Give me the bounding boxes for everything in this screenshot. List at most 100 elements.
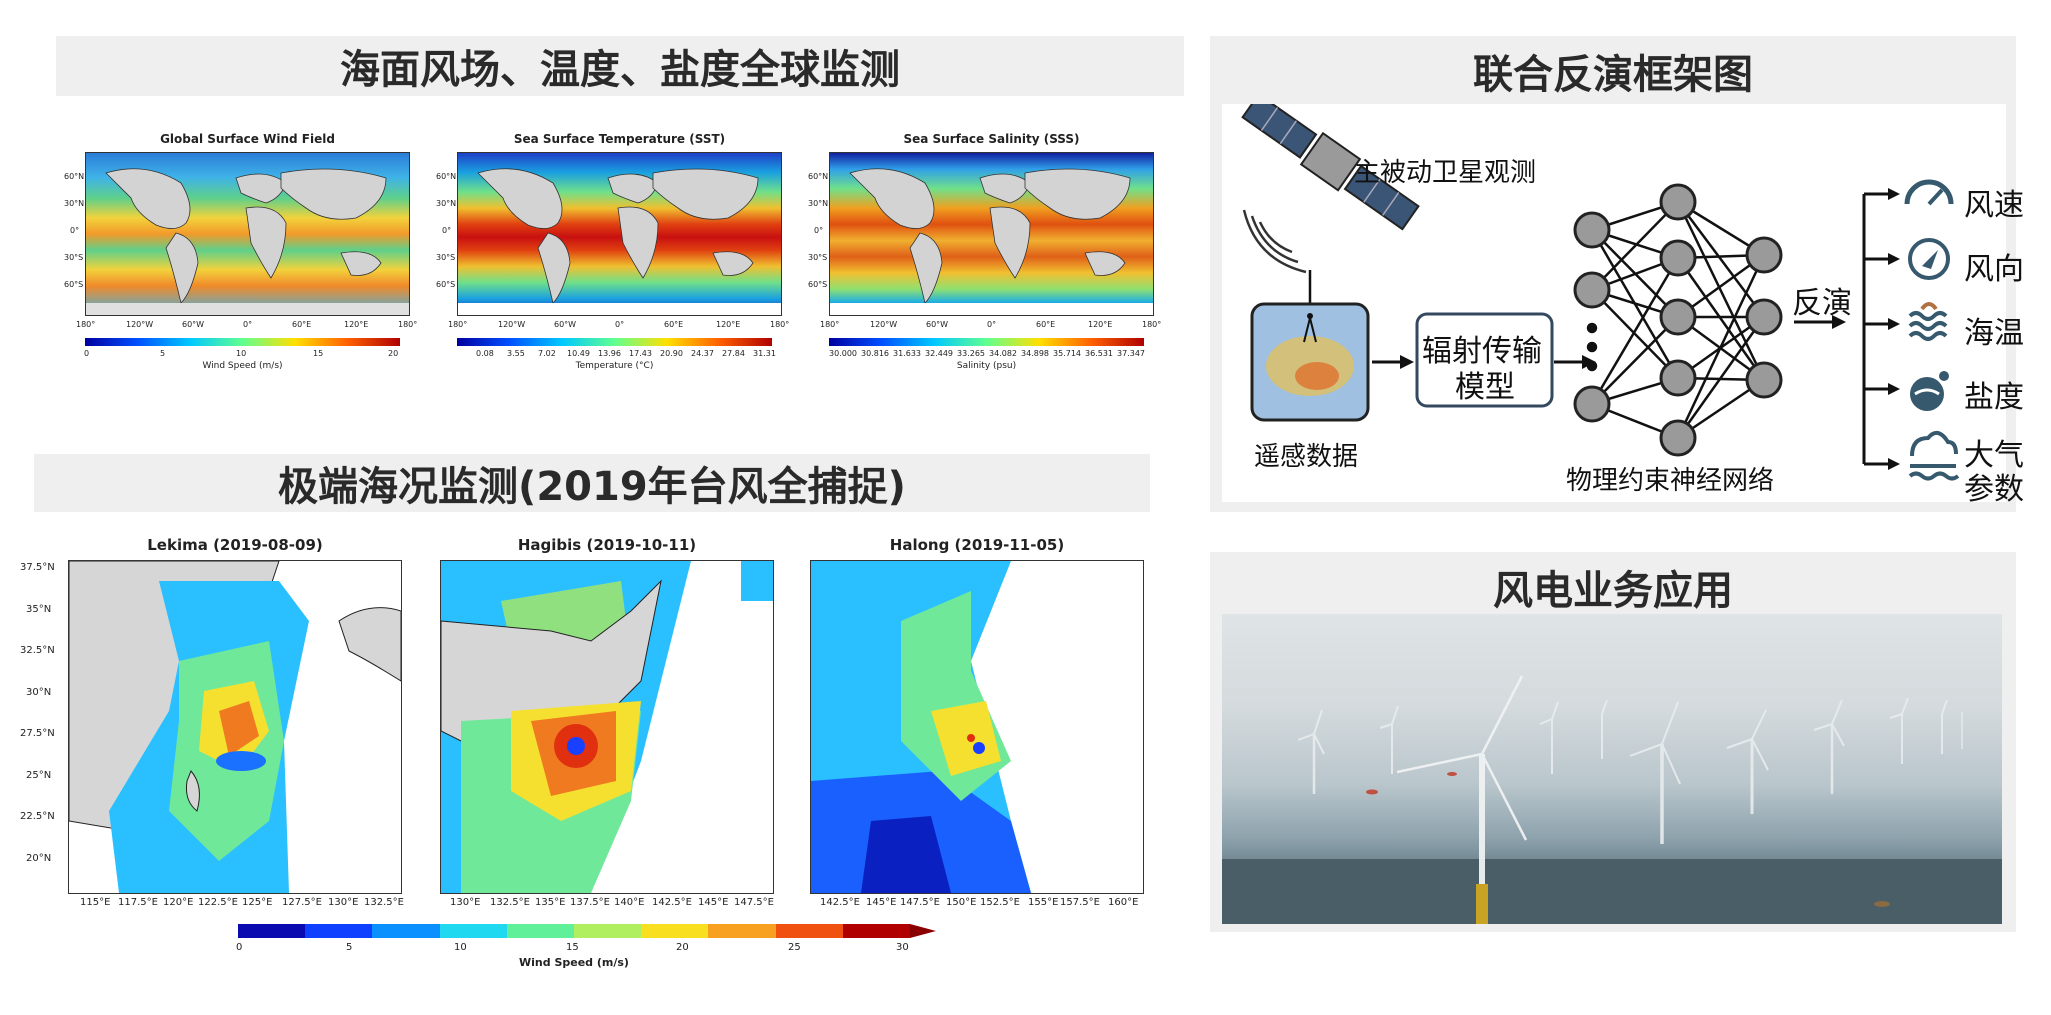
lon-tick: 145°E [866,897,897,908]
cbar-tick: 5 [160,349,166,358]
lat-tick: 0° [814,226,824,235]
lat-tick: 30°N [64,199,85,208]
wind-map-title: Global Surface Wind Field [160,132,335,146]
lon-tick: 120°E [716,320,741,329]
wind-power-title: 风电业务应用 [1493,568,1733,614]
lon-tick: 132.5°E [490,897,530,908]
cbar-tick: 30.000 [829,349,857,358]
cbar-tick: 36.531 [1085,349,1113,358]
lat-tick: 60°N [436,172,457,181]
nn-label: 物理约束神经网络 [1566,466,1775,496]
lon-tick: 180° [448,320,468,329]
wind-field-map-panel: Global Surface Wind Field 60°N 30°N 0° 3… [60,128,420,378]
cbar-tick: 27.84 [722,349,745,358]
halong-map-image [810,560,1144,894]
lon-tick: 0° [615,320,625,329]
lon-tick: 120°W [498,320,526,329]
lon-tick: 60°W [182,320,205,329]
lon-tick: 0° [243,320,253,329]
cbar-tick: 25 [788,942,801,953]
atmosphere-icon [1908,430,1960,481]
lat-tick: 60°S [64,280,84,289]
remote-data-icon [1250,302,1370,422]
lon-tick: 145°E [698,897,729,908]
lon-tick: 180° [770,320,790,329]
cbar-tick: 10 [236,349,247,358]
sst-map-panel: Sea Surface Temperature (SST) 60°N 30°N … [432,128,792,378]
output-salinity: 盐度 [1964,380,2024,415]
sss-map-image [829,152,1154,316]
lat-tick: 60°N [808,172,829,181]
lon-tick: 60°E [1036,320,1056,329]
lon-tick: 120°E [1088,320,1113,329]
cbar-tick: 3.55 [507,349,525,358]
cbar-tick: 10.49 [567,349,590,358]
lon-tick: 127.5°E [282,897,322,908]
framework-svg [1241,92,1960,481]
satellite-icon [1241,92,1420,274]
lon-tick: 135°E [535,897,566,908]
rt-model-box [1415,312,1554,408]
lat-tick: 30°N [808,199,829,208]
cbar-tick: 34.082 [989,349,1017,358]
sss-colorbar [829,338,1144,346]
typhoon-title-halong: Halong (2019-11-05) [889,536,1065,554]
lon-tick: 130°E [328,897,359,908]
lon-tick: 120°E [163,897,194,908]
lon-tick: 60°E [292,320,312,329]
lon-tick: 147.5°E [900,897,940,908]
lon-tick: 120°E [344,320,369,329]
sss-map-panel: Sea Surface Salinity (SSS) 60°N 30°N 0° … [804,128,1164,378]
output-wind-direction: 风向 [1964,252,2024,287]
inversion-label: 反演 [1792,286,1852,321]
rt-model-label-1: 辐射传输 [1422,334,1542,369]
lat-tick: 32.5°N [20,645,55,656]
lat-tick: 22.5°N [20,811,55,822]
typhoon-colorbar-arrow [910,924,936,938]
lon-tick: 160°E [1108,897,1139,908]
cbar-tick: 35.714 [1053,349,1081,358]
lon-tick: 142.5°E [652,897,692,908]
output-sea-temp: 海温 [1964,316,2024,351]
cbar-tick: 20.90 [660,349,683,358]
sst-map-image [457,152,782,316]
satellite-label: 主被动卫星观测 [1354,158,1537,188]
lat-tick: 20°N [26,853,52,864]
sst-colorbar-label: Temperature (°C) [575,361,654,371]
lon-tick: 0° [987,320,997,329]
typhoon-map-halong: Halong (2019-11-05) 142.5°E 145°E 147.5°… [790,530,1170,910]
lon-tick: 140°E [614,897,645,908]
cbar-tick: 37.347 [1117,349,1145,358]
output-wind-speed: 风速 [1964,188,2024,223]
sea-temp-icon [1908,302,1948,341]
lon-tick: 152.5°E [980,897,1020,908]
lat-tick: 35°N [26,604,52,615]
framework-title: 联合反演框架图 [1473,52,1753,98]
lon-tick: 120°W [870,320,898,329]
typhoon-map-lekima: Lekima (2019-08-09) 37.5°N 35°N 32.5°N 3… [20,530,410,910]
lat-tick: 0° [70,226,80,235]
sss-colorbar-label: Salinity (psu) [956,361,1017,371]
cbar-tick: 15 [566,942,579,953]
lon-tick: 125°E [242,897,273,908]
lat-tick: 30°S [436,253,456,262]
lon-tick: 180° [398,320,418,329]
lat-tick: 30°N [436,199,457,208]
cbar-tick: 0 [236,942,243,953]
typhoon-title-lekima: Lekima (2019-08-09) [147,536,323,554]
sst-map-title: Sea Surface Temperature (SST) [513,132,726,146]
cbar-tick: 5 [346,942,353,953]
lat-tick: 30°S [808,253,828,262]
cbar-tick: 30.816 [861,349,889,358]
lon-tick: 120°W [126,320,154,329]
typhoon-title-hagibis: Hagibis (2019-10-11) [517,536,697,554]
typhoon-colorbar-label: Wind Speed (m/s) [519,956,629,969]
cbar-tick: 33.265 [957,349,985,358]
lon-tick: 60°W [554,320,577,329]
cbar-tick: 20 [676,942,689,953]
sss-map-title: Sea Surface Salinity (SSS) [903,132,1080,146]
offshore-wind-farm-photo [1222,614,2002,924]
typhoon-colorbar [238,924,911,938]
cbar-tick: 13.96 [598,349,621,358]
lon-tick: 150°E [946,897,977,908]
